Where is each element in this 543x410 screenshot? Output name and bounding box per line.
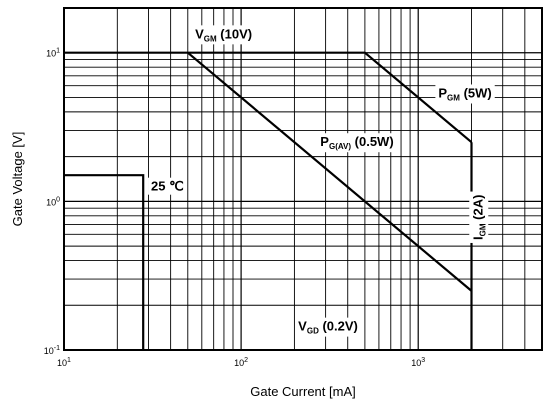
x-tick-label: 102 — [234, 357, 248, 368]
annotation-label: 25 ℃ — [148, 177, 187, 195]
tick-labels: 101 102 103 10-1 100 101 — [44, 48, 426, 368]
grid-lines — [63, 7, 543, 351]
svg-text:VGM (10V): VGM (10V) — [195, 26, 252, 43]
annotation-label: PG(AV) (0.5W) — [317, 133, 397, 153]
x-tick-label: 101 — [57, 357, 71, 368]
x-tick-label: 103 — [411, 357, 425, 368]
annotations: VGM (10V) PGM (5W) PG(AV) (0.5W) 25 ℃ VGD (0… — [148, 25, 495, 337]
y-tick-label: 100 — [46, 196, 60, 207]
annotation-label: PGM (5W) — [435, 84, 495, 104]
series-line — [64, 174, 145, 350]
svg-text:25 ℃: 25 ℃ — [151, 179, 184, 194]
svg-text:IGM (2A): IGM (2A) — [470, 195, 487, 240]
annotation-label: VGD (0.2V) — [295, 317, 361, 337]
y-axis-label: Gate Voltage [V] — [10, 132, 25, 227]
series-line — [187, 51, 473, 292]
series-lines — [64, 51, 473, 350]
y-tick-label: 101 — [46, 48, 60, 59]
annotation-label: VGM (10V) — [192, 25, 256, 45]
x-axis-label: Gate Current [mA] — [250, 384, 355, 399]
y-tick-label: 10-1 — [44, 345, 60, 356]
svg-text:VGD (0.2V): VGD (0.2V) — [298, 319, 358, 336]
svg-text:PG(AV) (0.5W): PG(AV) (0.5W) — [320, 134, 393, 151]
plot-frame — [63, 7, 543, 351]
svg-text:PGM (5W): PGM (5W) — [438, 85, 491, 102]
series-line — [64, 51, 473, 144]
annotation-label: IGM (2A) — [469, 191, 489, 243]
